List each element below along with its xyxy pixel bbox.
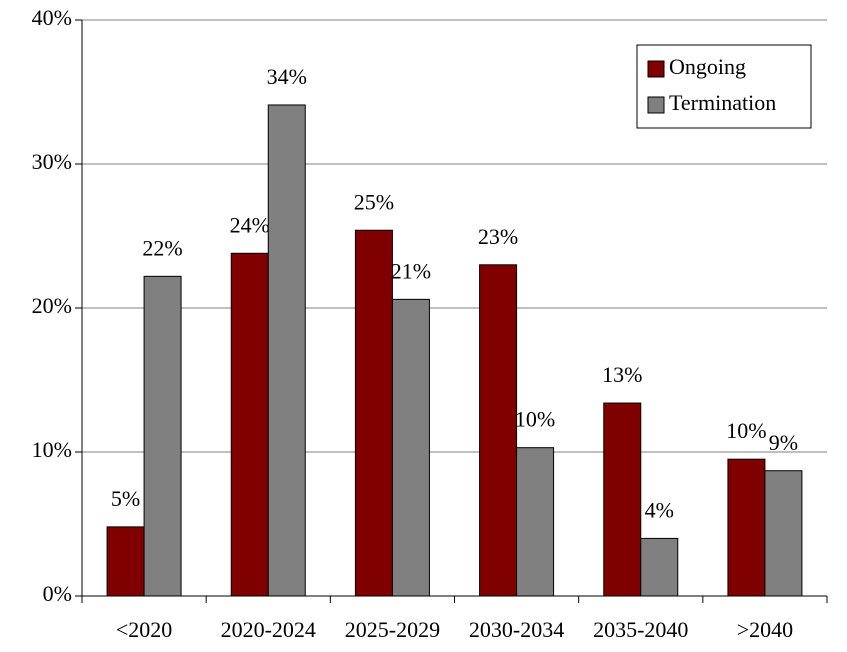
x-tick-label: 2020-2024 — [221, 617, 316, 642]
value-label: 21% — [391, 258, 431, 283]
bar — [727, 458, 766, 597]
bar — [479, 264, 518, 597]
value-label: 10% — [515, 407, 555, 432]
legend-label: Ongoing — [669, 54, 746, 79]
value-label: 24% — [230, 212, 270, 237]
x-tick-label: 2035-2040 — [593, 617, 688, 642]
legend-swatch — [647, 60, 665, 78]
bar — [354, 229, 393, 597]
bar — [516, 447, 555, 597]
value-label: 4% — [645, 497, 674, 522]
value-label: 10% — [726, 418, 766, 443]
y-tick-label: 0% — [43, 581, 72, 606]
x-tick-label: 2025-2029 — [345, 617, 440, 642]
y-tick-label: 10% — [32, 437, 72, 462]
legend-label: Termination — [669, 90, 776, 115]
bar — [106, 526, 145, 597]
bar — [391, 298, 430, 597]
bar — [267, 104, 306, 597]
value-label: 34% — [267, 64, 307, 89]
bar — [603, 402, 642, 597]
x-tick-label: >2040 — [737, 617, 793, 642]
bar — [230, 252, 269, 597]
bar — [764, 470, 803, 597]
legend-swatch — [647, 96, 665, 114]
value-label: 5% — [111, 486, 140, 511]
legend-box — [636, 44, 812, 129]
x-tick-label: 2030-2034 — [469, 617, 564, 642]
y-tick-label: 30% — [32, 149, 72, 174]
value-label: 13% — [602, 362, 642, 387]
value-label: 22% — [142, 235, 182, 260]
value-label: 25% — [354, 189, 394, 214]
y-tick-label: 40% — [32, 5, 72, 30]
bar — [640, 537, 679, 597]
y-tick-label: 20% — [32, 293, 72, 318]
value-label: 9% — [769, 430, 798, 455]
value-label: 23% — [478, 224, 518, 249]
bar — [143, 275, 182, 597]
x-tick-label: <2020 — [116, 617, 172, 642]
